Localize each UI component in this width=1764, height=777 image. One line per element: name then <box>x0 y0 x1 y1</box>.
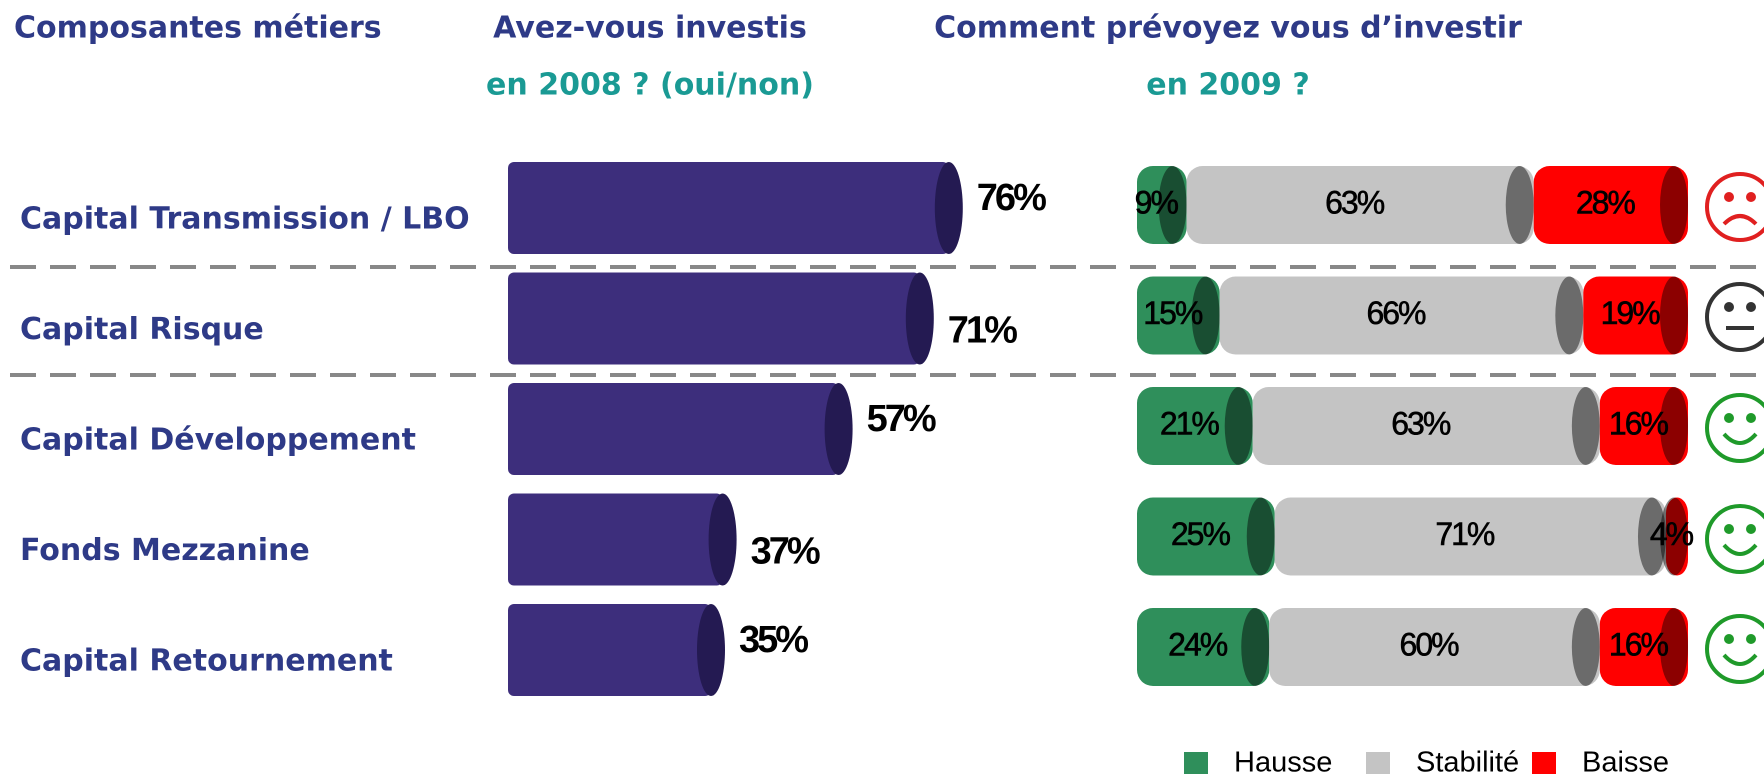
bar <box>508 383 839 475</box>
header-left: Composantes métiers <box>14 11 382 46</box>
segment-cap <box>1191 276 1220 355</box>
segment-cap <box>1571 387 1600 465</box>
value-label: 9% <box>1135 184 1179 220</box>
segment-cap <box>1660 276 1688 355</box>
legend-swatch <box>1184 752 1208 774</box>
bar-segment <box>1252 387 1600 465</box>
value-label: 63% <box>1325 184 1385 220</box>
segment-cap <box>1224 387 1253 465</box>
chart-title: Comment prévoyez vous d’investir <box>934 11 1522 46</box>
segment-cap <box>1660 166 1688 244</box>
value-label: 60% <box>1400 626 1460 662</box>
value-label: 57% <box>867 398 936 440</box>
segment-cap <box>1505 166 1534 244</box>
category-label: Capital Développement <box>20 423 416 458</box>
value-label: 4% <box>1650 516 1694 552</box>
category-label: Capital Risque <box>20 312 264 347</box>
bar-segment <box>1137 497 1275 576</box>
segment-cap <box>1637 497 1666 576</box>
bar <box>508 272 920 365</box>
legend-label: Hausse <box>1234 747 1332 777</box>
bar-segment <box>1186 166 1534 244</box>
neutral-face <box>1705 282 1764 352</box>
segment-cap <box>1241 608 1270 686</box>
legend-swatch <box>1532 752 1556 774</box>
bar-cap <box>708 493 737 586</box>
category-label: Capital Transmission / LBO <box>20 202 470 237</box>
bar-segment <box>1219 276 1584 355</box>
category-label: Fonds Mezzanine <box>20 533 310 568</box>
bar-segment <box>1274 497 1666 576</box>
legend-label: Stabilité <box>1416 747 1519 777</box>
value-label: 15% <box>1143 295 1203 331</box>
value-label: 25% <box>1171 516 1231 552</box>
segment-cap <box>1660 608 1688 686</box>
bar-cap <box>697 604 725 696</box>
value-label: 16% <box>1609 405 1669 441</box>
value-label: 71% <box>948 310 1017 352</box>
value-label: 66% <box>1366 295 1426 331</box>
bar-segment <box>1137 608 1270 686</box>
bar-segment <box>1137 387 1253 465</box>
value-label: 24% <box>1168 626 1228 662</box>
segment-cap <box>1660 497 1688 576</box>
bar <box>508 493 723 586</box>
bar-cap <box>905 272 934 365</box>
chart-subtitle: en 2009 ? <box>1146 68 1310 103</box>
happy-face <box>1705 504 1764 574</box>
value-label: 71% <box>1435 516 1495 552</box>
value-label: 37% <box>751 531 820 573</box>
bar <box>508 604 711 696</box>
value-label: 19% <box>1601 295 1661 331</box>
segment-cap <box>1158 166 1187 244</box>
bar-segment <box>1599 387 1688 465</box>
bar-cap <box>934 162 963 254</box>
bar-segment <box>1137 166 1187 244</box>
value-label: 28% <box>1576 184 1636 220</box>
value-label: 63% <box>1391 405 1451 441</box>
segment-cap <box>1660 387 1688 465</box>
value-label: 21% <box>1160 405 1220 441</box>
bar-segment <box>1533 166 1688 244</box>
chart-title: Avez-vous investis <box>493 11 807 46</box>
category-label: Capital Retournement <box>20 644 393 679</box>
smileys <box>1705 172 1764 684</box>
segment-cap <box>1555 276 1584 355</box>
segment-cap <box>1246 497 1275 576</box>
segment-cap <box>1571 608 1600 686</box>
value-label: 35% <box>739 619 808 661</box>
bar <box>508 162 949 254</box>
happy-face <box>1705 614 1764 684</box>
legend-swatch <box>1366 752 1390 774</box>
bar-cap <box>824 383 853 475</box>
chart-subtitle: en 2008 ? (oui/non) <box>486 68 814 103</box>
sad-face <box>1705 172 1764 242</box>
happy-face <box>1705 393 1764 463</box>
value-label: 76% <box>977 177 1046 219</box>
value-label: 16% <box>1609 626 1669 662</box>
bar-segment <box>1665 497 1688 576</box>
bar-segment <box>1599 608 1688 686</box>
legend-label: Baisse <box>1582 747 1669 777</box>
bar-segment <box>1269 608 1600 686</box>
bar-segment <box>1137 276 1220 355</box>
bar-segment <box>1583 276 1688 355</box>
